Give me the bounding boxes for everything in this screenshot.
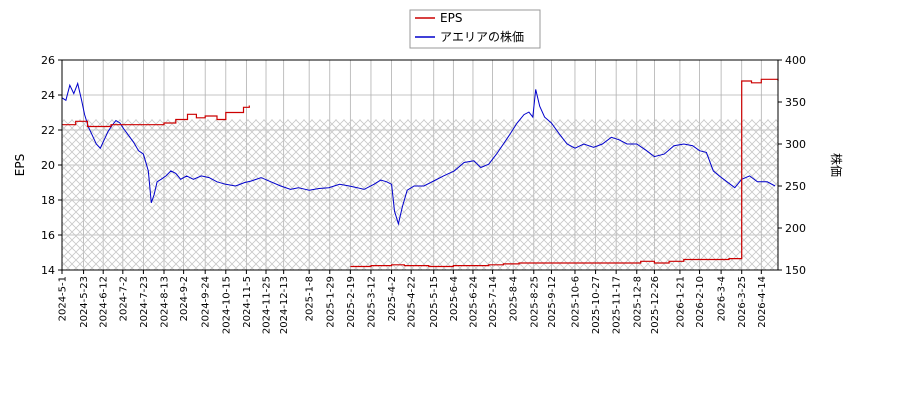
right-axis-ticks: 150 200 250 300 350 400 — [778, 54, 806, 277]
x-tick-label: 2025-8-25 — [529, 276, 540, 328]
series-line-eps — [350, 78, 779, 268]
x-tick-label: 2024-5-23 — [79, 276, 90, 328]
x-tick-label: 2025-11-17 — [612, 276, 623, 334]
x-tick-label: 2024-9-24 — [201, 276, 212, 328]
series-layer — [61, 78, 779, 268]
x-tick-label: 2025-4-22 — [407, 276, 418, 328]
left-axis-ticks: 14 16 18 20 22 24 26 — [41, 54, 62, 277]
x-tick-label: 2026-4-14 — [757, 276, 768, 328]
left-tick-label: 18 — [41, 194, 55, 207]
x-tick-label: 2025-7-14 — [488, 276, 499, 328]
x-tick-label: 2026-1-21 — [675, 276, 686, 328]
x-axis-ticks: 2024-5-1 2024-5-23 2024-6-12 2024-7-2 2024-7… — [58, 270, 768, 334]
x-tick-label: 2025-6-24 — [468, 276, 479, 328]
x-tick-label: 2025-2-19 — [346, 276, 357, 328]
x-tick-label: 2026-3-25 — [737, 276, 748, 328]
legend-box — [409, 9, 541, 49]
left-tick-label: 26 — [41, 54, 55, 67]
x-tick-label: 2024-7-2 — [118, 276, 129, 321]
x-tick-label: 2026-2-10 — [695, 276, 706, 328]
right-tick-label: 300 — [785, 138, 806, 151]
left-tick-label: 16 — [41, 229, 55, 242]
series-line-eps — [62, 105, 250, 128]
x-tick-label: 2025-4-2 — [387, 276, 398, 321]
x-tick-label: 2024-11-25 — [262, 276, 273, 334]
left-tick-label: 24 — [41, 89, 55, 102]
x-tick-label: 2025-9-12 — [547, 276, 558, 328]
x-tick-label: 2025-6-4 — [449, 276, 460, 321]
x-tick-label: 2026-3-4 — [717, 276, 728, 321]
x-tick-label: 2025-3-12 — [366, 276, 377, 328]
left-axis-title: EPS — [13, 154, 27, 176]
x-tick-label: 2025-12-8 — [632, 276, 643, 328]
x-tick-label: 2024-9-2 — [179, 276, 190, 321]
left-tick-label: 20 — [41, 159, 55, 172]
x-tick-label: 2024-5-1 — [58, 276, 69, 321]
left-tick-label: 22 — [41, 124, 55, 137]
legend: EPS アエリアの株価 — [409, 9, 541, 49]
x-tick-label: 2025-1-8 — [305, 276, 316, 321]
series-line-price — [61, 81, 776, 226]
right-axis-title: 株価 — [829, 153, 844, 177]
x-tick-label: 2024-7-23 — [139, 276, 150, 328]
right-tick-label: 250 — [785, 180, 806, 193]
x-tick-label: 2025-5-15 — [429, 276, 440, 328]
right-tick-label: 350 — [785, 96, 806, 109]
x-tick-label: 2025-10-27 — [591, 276, 602, 334]
legend-label-price: アエリアの株価 — [440, 29, 524, 44]
left-tick-label: 14 — [41, 264, 55, 277]
forecast-band — [62, 119, 778, 270]
x-tick-label: 2024-11-5 — [242, 276, 253, 328]
x-tick-label: 2024-8-13 — [160, 276, 171, 328]
x-tick-label: 2024-6-12 — [99, 276, 110, 328]
x-tick-label: 2025-1-29 — [325, 276, 336, 328]
hatched-band — [62, 119, 778, 270]
right-tick-label: 150 — [785, 264, 806, 277]
right-tick-label: 400 — [785, 54, 806, 67]
x-tick-label: 2024-12-13 — [279, 276, 290, 334]
x-tick-label: 2025-12-26 — [650, 276, 661, 334]
x-tick-label: 2025-10-6 — [570, 276, 581, 328]
right-tick-label: 200 — [785, 222, 806, 235]
x-tick-label: 2025-8-4 — [509, 276, 520, 321]
x-tick-label: 2024-10-15 — [221, 276, 232, 334]
legend-label-eps: EPS — [440, 11, 462, 25]
